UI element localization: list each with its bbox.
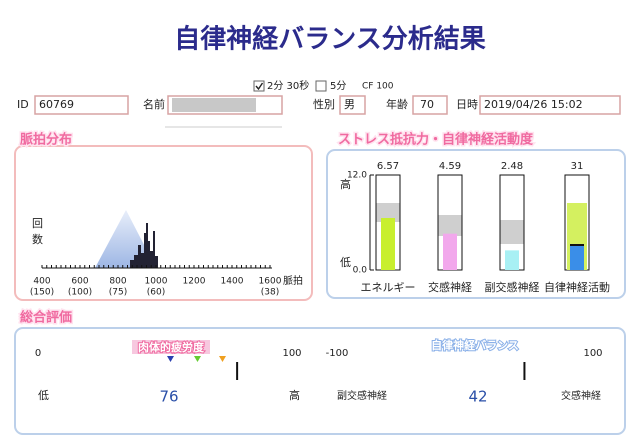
x-tick-label: 1600 [259,277,282,287]
checkbox[interactable] [253,80,265,92]
field-label: ID [17,98,29,111]
scale-min: -100 [326,348,349,359]
activity-bar [570,245,584,270]
x-tick-sublabel: (38) [261,288,279,298]
gauge-name: 副交感神経 [485,280,540,294]
x-tick-label: 1000 [145,277,168,287]
x-tick-label: 600 [71,277,88,287]
field-value: 70 [420,98,434,111]
section-title: ストレス抵抗力・自律神経活動度 [338,132,534,148]
gauge-name: エネルギー [361,281,416,294]
low-label: 低 [340,256,351,269]
label-bg [132,340,210,354]
x-tick-label: 1200 [183,277,206,287]
x-tick-sublabel: (100) [68,288,92,298]
x-tick-sublabel: (60) [147,288,165,298]
check-mark [255,82,264,91]
x-tick-sublabel: (150) [30,288,54,298]
bar [505,250,519,270]
x-tick-sublabel: (75) [109,288,127,298]
field-value: 男 [344,98,355,111]
field-box [339,95,366,115]
scale-max: 100 [583,348,602,359]
high-label: 高 [340,177,351,191]
field-box [479,95,621,115]
field-box [412,95,448,115]
low-label: 副交感神経 [337,389,387,402]
scale-max: 100 [282,348,301,359]
y-tick-label: 0.0 [353,266,368,276]
gauge-name: 自律神経バランス [431,338,519,352]
field-label: 性別 [313,97,335,111]
gauge-value: 42 [468,388,487,406]
gauge-value: 4.59 [439,161,461,172]
option-label: 2分 30秒 [267,79,309,92]
section-title: 総合評価 [20,310,72,326]
reference-band [438,215,462,236]
panel [14,145,313,301]
bar [443,233,457,270]
reference-band [500,220,524,244]
high-label: 交感神経 [561,389,601,402]
gauge-value: 76 [159,388,178,406]
field-box [34,95,129,115]
field-label: 名前 [143,97,165,111]
checkbox[interactable] [315,80,327,92]
low-label: 低 [38,389,49,402]
page-title: 自律神経バランス分析結果 [174,24,485,55]
field-label: 年齢 [386,97,408,111]
section-title: 脈拍分布 [20,132,72,148]
blurred-name [172,98,256,112]
option-label: 5分 [330,80,346,92]
x-label: 脈拍 [283,274,303,287]
histogram [42,210,272,269]
x-tick-label: 1400 [221,277,244,287]
panel [14,327,626,435]
gauge-name: 肉体的疲労度 [138,340,205,354]
high-label: 高 [289,388,300,402]
y-label: 回 [32,217,43,230]
field-label: 日時 [456,98,478,111]
scale-min: 0 [35,348,41,359]
histogram-bars [130,223,158,268]
cf-label: CF 100 [362,82,394,92]
x-tick-label: 400 [33,277,50,287]
y-tick-label: 12.0 [347,171,367,181]
field-value: 60769 [39,98,74,111]
gauge-value: 6.57 [377,161,399,172]
field-value: 2019/04/26 15:02 [484,98,583,111]
gauge-name: 自律神経活動 [544,280,610,294]
y-label: 数 [32,233,43,246]
ref-marker [167,356,174,362]
gauge-name: 交感神経 [428,280,472,294]
gauge-value: 31 [571,161,584,172]
reference-band [376,203,400,222]
gauge-value: 2.48 [501,161,523,172]
bar [381,217,395,270]
panel [326,149,626,299]
x-tick-label: 800 [109,277,126,287]
ref-marker [219,356,226,362]
ref-marker [194,356,201,362]
